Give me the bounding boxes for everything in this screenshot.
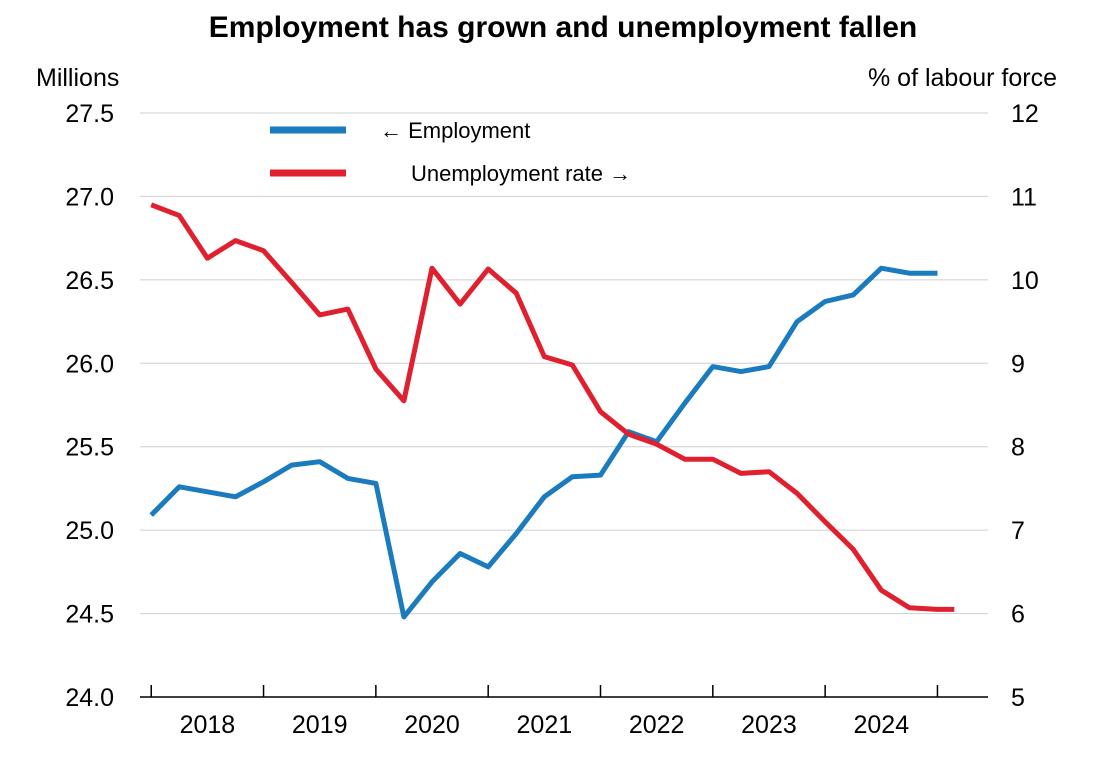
series-lines [149,202,955,620]
y-right-tick-label: 5 [1011,684,1025,712]
y-right-axis-title: % of labour force [868,64,1057,92]
legend-label-employment: ← Employment [380,118,530,143]
y-left-tick-label: 24.5 [65,601,114,629]
y-right-tick-label: 10 [1011,267,1039,295]
legend: ← Employment Unemployment rate → [270,118,631,186]
y-right-tick-label: 6 [1011,601,1025,629]
legend-label-unemployment: Unemployment rate → [411,161,631,186]
y-left-tick-labels: 24.0 24.5 25.0 25.5 26.0 26.5 27.0 27.5 [65,100,114,712]
y-left-tick-label: 25.0 [65,517,114,545]
chart-title: Employment has grown and unemployment fa… [209,11,917,44]
y-right-tick-label: 9 [1011,350,1025,378]
y-left-tick-label: 27.5 [65,100,114,128]
y-left-tick-label: 24.0 [65,684,114,712]
y-right-tick-label: 8 [1011,434,1025,462]
y-left-axis-title: Millions [36,64,119,92]
y-right-tick-label: 7 [1011,517,1025,545]
x-tick-label: 2019 [292,711,348,739]
series-line-unemployment-rate [150,202,955,612]
gridlines [140,112,988,615]
x-tick-label: 2024 [853,711,909,739]
x-tick-label: 2020 [404,711,460,739]
y-left-tick-label: 27.0 [65,183,114,211]
x-tick-label: 2021 [517,711,573,739]
y-right-tick-label: 11 [1011,183,1037,211]
y-right-tick-labels: 5 6 7 8 9 10 11 12 [1011,100,1039,712]
y-left-tick-label: 26.5 [65,267,114,295]
y-left-tick-label: 25.5 [65,434,114,462]
y-right-tick-label: 12 [1011,100,1039,128]
x-tick-label: 2018 [180,711,236,739]
x-axis: 2018 2019 2020 2021 2022 2023 2024 [140,685,988,739]
x-tick-label: 2022 [629,711,685,739]
x-tick-label: 2023 [741,711,797,739]
y-left-tick-label: 26.0 [65,350,114,378]
series-line-employment [149,265,938,620]
